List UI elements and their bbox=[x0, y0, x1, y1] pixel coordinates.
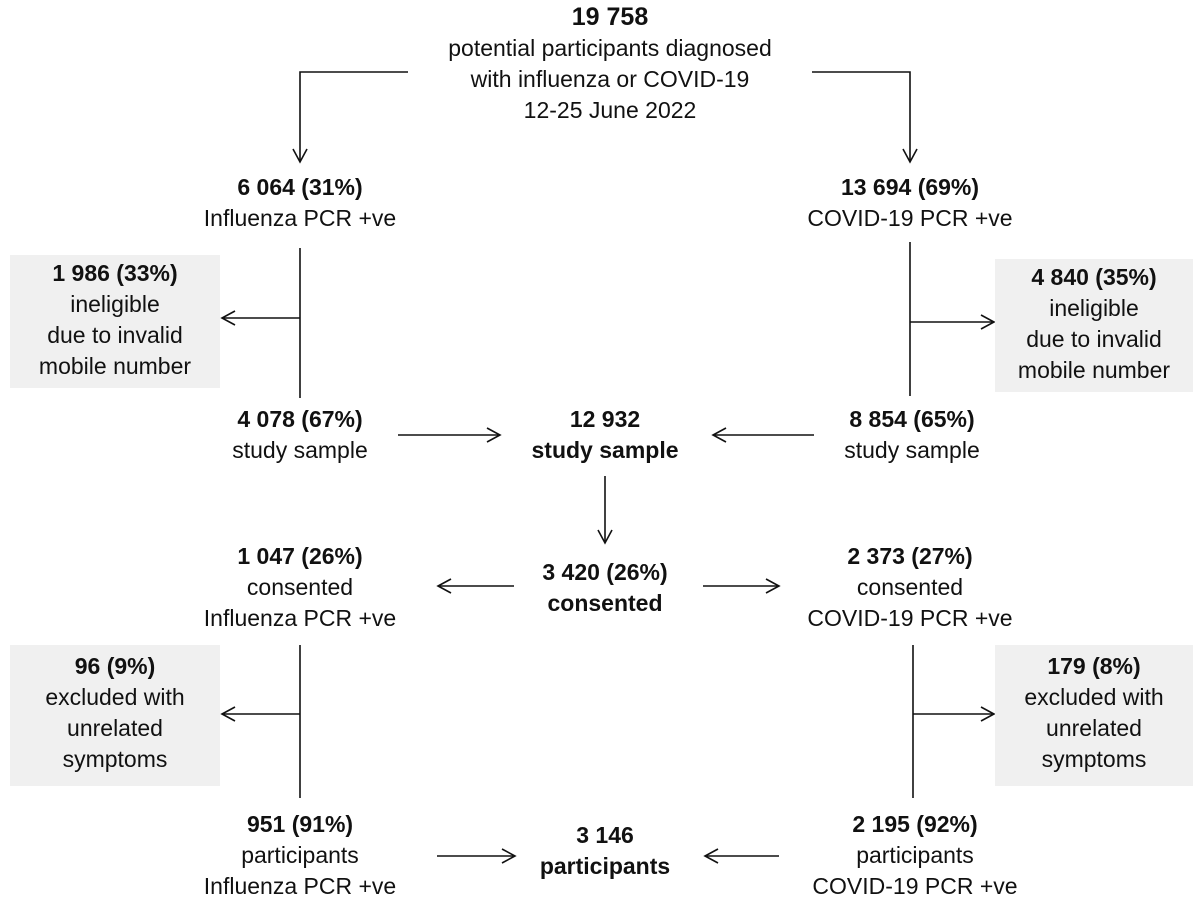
node-total-participants: 3 146 participants bbox=[500, 820, 710, 882]
node-text: participants bbox=[241, 842, 359, 868]
node-text: COVID-19 PCR +ve bbox=[807, 605, 1013, 631]
node-text: excluded with bbox=[45, 684, 185, 710]
node-covid-consented: 2 373 (27%) consented COVID-19 PCR +ve bbox=[760, 541, 1060, 634]
node-number: 2 373 (27%) bbox=[847, 543, 973, 569]
node-text: ineligible bbox=[1049, 295, 1139, 321]
node-number: 3 146 bbox=[576, 822, 634, 848]
node-text: 12-25 June 2022 bbox=[523, 97, 697, 123]
node-potential-participants: 19 758 potential participants diagnosed … bbox=[380, 2, 840, 126]
node-number: 3 420 (26%) bbox=[542, 559, 668, 585]
node-text: consented bbox=[246, 574, 354, 600]
arrow-top-to-influenza bbox=[292, 71, 408, 164]
node-text: consented bbox=[547, 590, 663, 616]
node-number: 19 758 bbox=[571, 3, 649, 31]
node-number: 1 047 (26%) bbox=[237, 543, 363, 569]
node-text: COVID-19 PCR +ve bbox=[807, 205, 1013, 231]
node-number: 951 (91%) bbox=[246, 811, 354, 837]
node-text: symptoms bbox=[62, 746, 168, 772]
node-flu-participants: 951 (91%) participants Influenza PCR +ve bbox=[150, 809, 450, 902]
node-covid-pcr: 13 694 (69%) COVID-19 PCR +ve bbox=[760, 172, 1060, 234]
node-text: study sample bbox=[844, 437, 980, 463]
node-text: study sample bbox=[531, 437, 679, 463]
node-total-consented: 3 420 (26%) consented bbox=[500, 557, 710, 619]
node-influenza-pcr: 6 064 (31%) Influenza PCR +ve bbox=[150, 172, 450, 234]
node-flu-consented: 1 047 (26%) consented Influenza PCR +ve bbox=[150, 541, 450, 634]
box-flu-ineligible: 1 986 (33%) ineligible due to invalid mo… bbox=[10, 255, 220, 388]
node-covid-study-sample: 8 854 (65%) study sample bbox=[782, 404, 1042, 466]
node-number: 96 (9%) bbox=[74, 653, 156, 679]
node-text: unrelated bbox=[1046, 715, 1142, 741]
node-total-study-sample: 12 932 study sample bbox=[490, 404, 720, 466]
node-text: mobile number bbox=[38, 353, 192, 379]
node-text: with influenza or COVID-19 bbox=[470, 66, 750, 92]
arrow-top-to-covid bbox=[812, 71, 918, 164]
node-number: 6 064 (31%) bbox=[237, 174, 363, 200]
node-text: due to invalid bbox=[47, 322, 183, 348]
node-covid-participants: 2 195 (92%) participants COVID-19 PCR +v… bbox=[760, 809, 1070, 902]
node-text: study sample bbox=[232, 437, 368, 463]
node-number: 4 840 (35%) bbox=[1031, 264, 1157, 290]
node-number: 12 932 bbox=[569, 406, 641, 432]
node-text: participants bbox=[539, 853, 671, 879]
node-text: due to invalid bbox=[1026, 326, 1162, 352]
node-number: 4 078 (67%) bbox=[237, 406, 363, 432]
node-text: excluded with bbox=[1024, 684, 1164, 710]
node-number: 1 986 (33%) bbox=[52, 260, 178, 286]
node-text: Influenza PCR +ve bbox=[203, 873, 397, 899]
node-text: mobile number bbox=[1017, 357, 1171, 383]
node-number: 179 (8%) bbox=[1047, 653, 1141, 679]
box-flu-excluded: 96 (9%) excluded with unrelated symptoms bbox=[10, 645, 220, 786]
node-number: 2 195 (92%) bbox=[852, 811, 978, 837]
node-text: symptoms bbox=[1041, 746, 1147, 772]
box-covid-ineligible: 4 840 (35%) ineligible due to invalid mo… bbox=[995, 259, 1193, 392]
node-text: potential participants diagnosed bbox=[448, 35, 772, 61]
node-text: Influenza PCR +ve bbox=[203, 605, 397, 631]
node-number: 8 854 (65%) bbox=[849, 406, 975, 432]
node-text: consented bbox=[856, 574, 964, 600]
node-number: 13 694 (69%) bbox=[840, 174, 980, 200]
node-flu-study-sample: 4 078 (67%) study sample bbox=[170, 404, 430, 466]
node-text: COVID-19 PCR +ve bbox=[812, 873, 1018, 899]
node-text: participants bbox=[856, 842, 974, 868]
node-text: ineligible bbox=[70, 291, 160, 317]
node-text: unrelated bbox=[67, 715, 163, 741]
box-covid-excluded: 179 (8%) excluded with unrelated symptom… bbox=[995, 645, 1193, 786]
node-text: Influenza PCR +ve bbox=[203, 205, 397, 231]
